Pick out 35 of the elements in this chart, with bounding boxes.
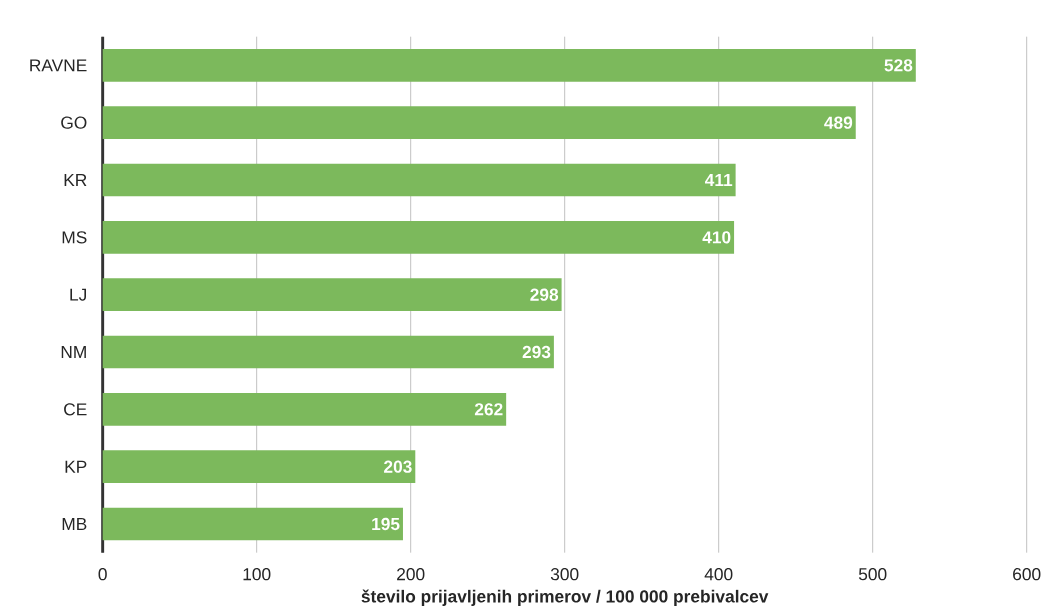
bar <box>102 393 507 426</box>
x-tick-label: 400 <box>704 568 733 581</box>
data-label: 298 <box>530 288 559 301</box>
y-tick-label: CE <box>64 403 87 416</box>
data-label: 203 <box>384 460 412 473</box>
y-tick-label: KP <box>65 460 87 473</box>
bar <box>102 450 416 484</box>
data-label: 410 <box>702 231 731 244</box>
data-label: 411 <box>704 174 733 186</box>
bar <box>102 335 554 369</box>
bar <box>102 507 403 541</box>
x-tick-label: 100 <box>243 568 271 581</box>
y-tick-label: NM <box>61 346 86 358</box>
x-tick-label: 300 <box>550 568 579 581</box>
data-label: 293 <box>522 345 551 359</box>
x-tick-label: 200 <box>397 568 425 581</box>
y-tick-label: GO <box>61 116 87 129</box>
x-tick-label: 600 <box>1013 568 1041 581</box>
x-tick-label: 0 <box>98 568 107 581</box>
y-tick-label: KR <box>64 174 87 186</box>
data-label: 528 <box>884 59 913 72</box>
y-tick-label: RAVNE <box>30 59 87 72</box>
x-tick-label: 500 <box>858 568 887 581</box>
bar <box>102 221 735 254</box>
data-label: 195 <box>372 517 400 531</box>
bar <box>102 49 916 82</box>
data-label: 262 <box>474 403 503 416</box>
bar <box>102 106 856 140</box>
bar <box>102 163 736 197</box>
bar <box>102 278 562 312</box>
x-axis-title: število prijavljenih primerov / 100 000 prebivalcev <box>361 589 769 607</box>
y-tick-label: MB <box>62 518 87 530</box>
y-tick-label: MS <box>62 231 87 244</box>
data-label: 489 <box>824 116 853 129</box>
y-tick-label: LJ <box>70 288 86 301</box>
